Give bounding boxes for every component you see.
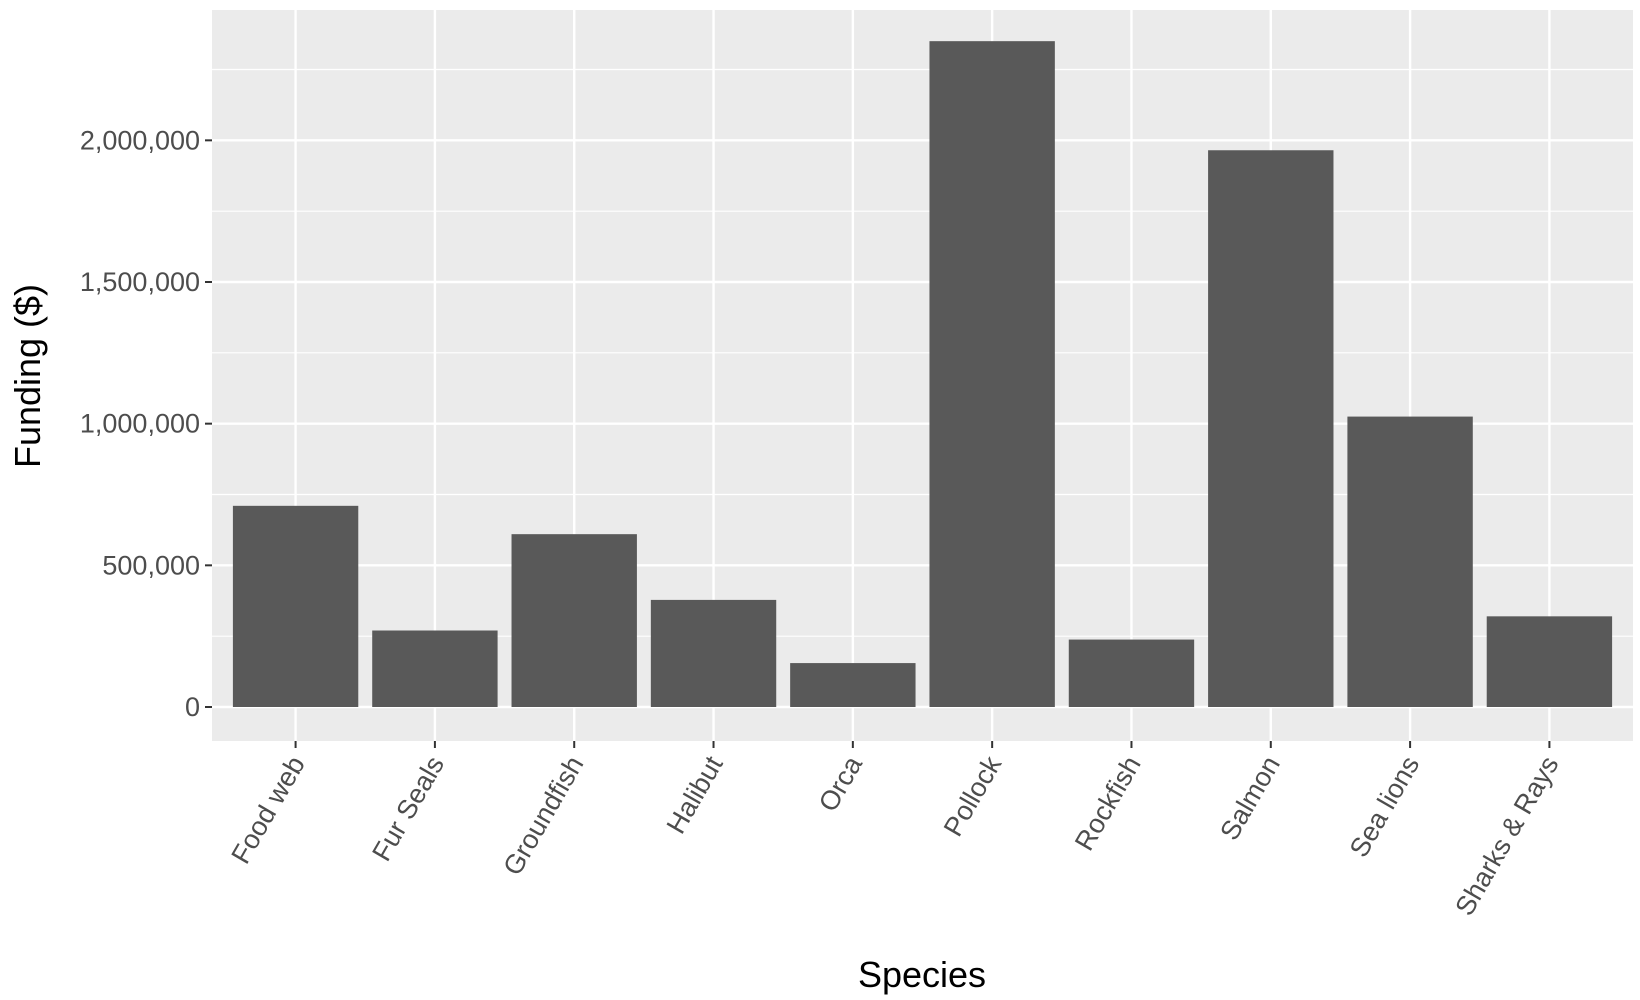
y-axis: 0 500,000 1,000,000 1,500,000 2,000,000 bbox=[80, 125, 212, 722]
bars bbox=[232, 41, 1613, 707]
bar-sea-lions bbox=[1347, 416, 1473, 707]
x-tick-label: Halibut bbox=[661, 751, 729, 839]
x-tick-label: Rockfish bbox=[1069, 751, 1147, 856]
x-tick-label: Fur Seals bbox=[366, 751, 450, 866]
bar-halibut bbox=[650, 599, 777, 707]
x-tick-label: Pollock bbox=[938, 751, 1008, 842]
y-tick-label: 1,500,000 bbox=[80, 267, 200, 297]
x-tick-label: Groundfish bbox=[497, 751, 589, 880]
bar-food-web bbox=[232, 505, 359, 707]
x-axis-title: Species bbox=[858, 954, 986, 995]
bar-rockfish bbox=[1068, 639, 1195, 707]
bar-orca bbox=[790, 663, 916, 707]
y-tick-label: 2,000,000 bbox=[80, 125, 200, 155]
bar-pollock bbox=[929, 41, 1055, 707]
y-tick-label: 0 bbox=[185, 692, 200, 722]
y-tick-label: 1,000,000 bbox=[80, 409, 200, 439]
x-axis: Food web Fur Seals Groundfish Halibut Orca Po… bbox=[226, 741, 1565, 921]
bar-groundfish bbox=[511, 534, 637, 707]
bar-fur-seals bbox=[372, 630, 498, 707]
bar-salmon bbox=[1208, 150, 1334, 707]
x-tick-label: Salmon bbox=[1214, 751, 1286, 845]
y-tick-label: 500,000 bbox=[102, 550, 200, 580]
x-tick-label: Sharks & Rays bbox=[1449, 751, 1564, 921]
x-tick-label: Sea lions bbox=[1344, 751, 1426, 862]
bar-sharks-rays bbox=[1486, 616, 1613, 707]
x-tick-label: Orca bbox=[813, 750, 869, 817]
y-axis-title: Funding ($) bbox=[7, 284, 48, 468]
x-tick-label: Food web bbox=[226, 751, 311, 869]
